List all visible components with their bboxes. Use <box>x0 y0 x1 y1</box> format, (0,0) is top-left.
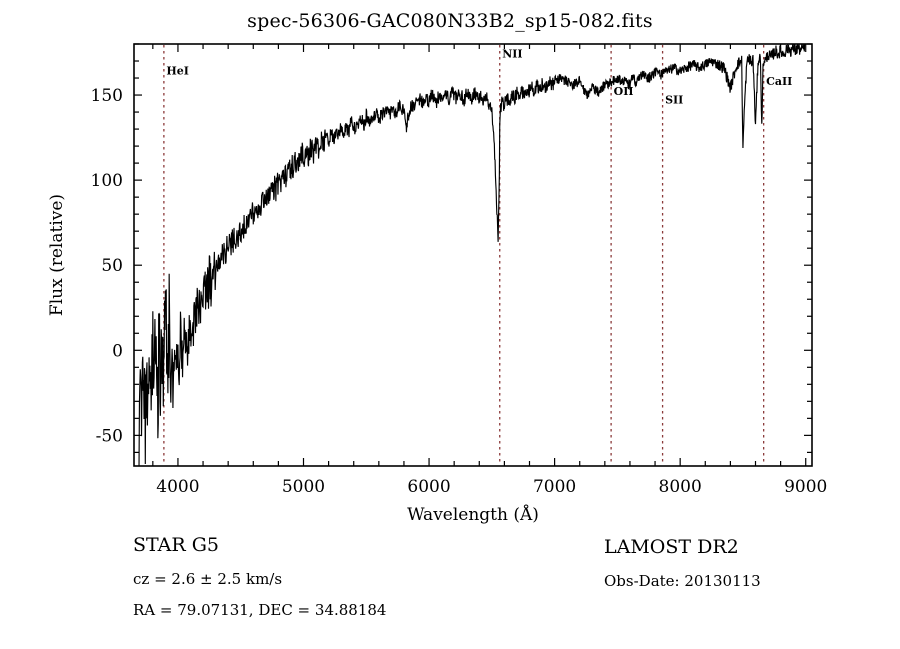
y-tick-label: -50 <box>96 426 123 446</box>
spectral-label-oii: OII <box>614 85 634 98</box>
object-class-label: STAR G5 <box>133 534 219 556</box>
spectral-label-hei: HeI <box>166 65 189 78</box>
y-tick-label: 100 <box>91 171 123 191</box>
x-tick-label: 8000 <box>659 477 702 497</box>
axis-titles: Wavelength (Å) Flux (relative) <box>47 194 539 525</box>
page-title: spec-56306-GAC080N33B2_sp15-082.fits <box>247 10 653 32</box>
coordinates-label: RA = 79.07131, DEC = 34.88184 <box>133 601 387 619</box>
redshift-velocity-label: cz = 2.6 ± 2.5 km/s <box>133 570 283 588</box>
axis-tick-marks <box>134 43 812 466</box>
plot-border <box>133 43 813 467</box>
y-axis-title: Flux (relative) <box>47 194 67 316</box>
survey-label: LAMOST DR2 <box>604 536 739 558</box>
spectral-label-caii: CaII <box>766 75 792 88</box>
flux-trace <box>138 44 806 466</box>
y-tick-label: 50 <box>101 256 123 276</box>
x-tick-label: 9000 <box>784 477 827 497</box>
spectral-label-sii: SII <box>665 94 683 107</box>
obs-date-label: Obs-Date: 20130113 <box>604 572 761 590</box>
x-axis-title: Wavelength (Å) <box>407 504 539 525</box>
spectral-line-labels: HeI NII OII SII CaII <box>166 48 792 107</box>
spectrum-trace <box>138 44 806 466</box>
x-tick-label: 5000 <box>282 477 325 497</box>
x-tick-label: 4000 <box>156 477 199 497</box>
y-tick-label: 0 <box>112 341 123 361</box>
spectral-label-nii: NII <box>502 48 522 61</box>
spectral-marker-lines <box>163 45 765 465</box>
x-tick-label: 7000 <box>533 477 576 497</box>
x-tick-label: 6000 <box>407 477 450 497</box>
plot-frame <box>133 43 813 467</box>
y-tick-label: 150 <box>91 86 123 106</box>
axis-tick-labels: 4000 5000 6000 7000 8000 9000 -50 0 50 100 150 <box>91 86 828 497</box>
